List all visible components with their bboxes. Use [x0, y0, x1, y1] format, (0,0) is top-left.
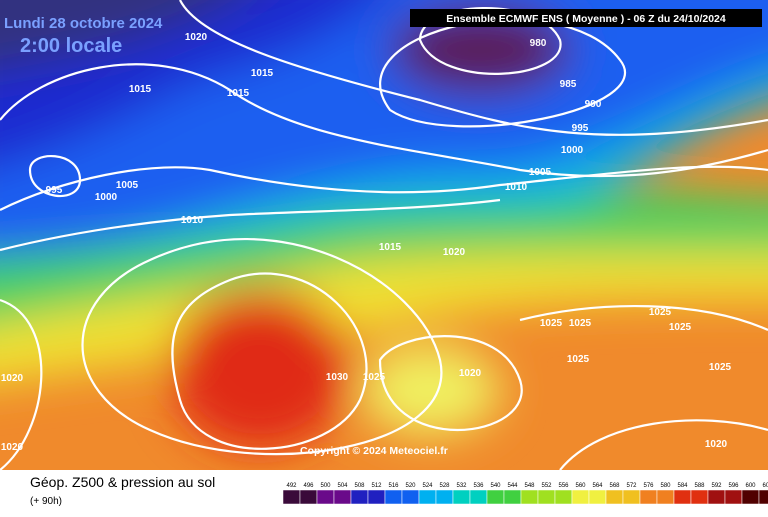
footer-title: Géop. Z500 & pression au sol	[30, 474, 215, 490]
scale-label: 528	[439, 483, 450, 489]
scale-swatch	[435, 489, 454, 505]
scale-label: 492	[286, 483, 297, 489]
scale-label: 536	[473, 483, 484, 489]
isobar-label: 1020	[705, 439, 728, 450]
scale-swatch	[673, 489, 692, 505]
scale-label: 596	[728, 483, 739, 489]
scale-label: 580	[660, 483, 671, 489]
scale-label: 516	[388, 483, 399, 489]
model-info: Ensemble ECMWF ENS ( Moyenne ) - 06 Z du…	[446, 13, 726, 25]
scale-swatch	[282, 489, 301, 505]
scale-label: 552	[541, 483, 552, 489]
isobar-label: 990	[585, 99, 602, 110]
scale-label: 504	[337, 483, 348, 489]
scale-swatch	[741, 489, 760, 505]
scale-label: 584	[677, 483, 688, 489]
isobar-label: 1025	[569, 318, 592, 329]
isobar-label: 1005	[116, 180, 139, 191]
scale-label: 600	[745, 483, 756, 489]
scale-swatch	[554, 489, 573, 505]
scale-swatch	[571, 489, 590, 505]
color-scale: 492 496 500 504 508 512 516 520 524 528 532 536 540 5…	[282, 483, 768, 505]
scale-label: 588	[694, 483, 705, 489]
isobar-label: 1005	[529, 167, 552, 178]
isobar-label: 1010	[181, 215, 204, 226]
scale-swatch	[384, 489, 403, 505]
isobar-label: 1025	[669, 322, 692, 333]
scale-swatch	[469, 489, 488, 505]
isobar-label: 1020	[1, 373, 24, 384]
isobar-label: 1015	[379, 242, 402, 253]
isobar-label: 1015	[129, 84, 152, 95]
scale-swatch	[367, 489, 386, 505]
scale-label: 592	[711, 483, 722, 489]
map-background	[0, 0, 768, 470]
scale-swatch	[452, 489, 471, 505]
isobar-label: 1010	[505, 182, 528, 193]
isobar-label: 1025	[567, 354, 590, 365]
scale-label: 500	[320, 483, 331, 489]
map-date: Lundi 28 octobre 2024	[4, 15, 163, 32]
isobar-label: 980	[530, 38, 547, 49]
scale-label: 576	[643, 483, 654, 489]
isobar-label: 985	[560, 79, 577, 90]
isobar-label: 1020	[443, 247, 466, 258]
scale-swatch	[418, 489, 437, 505]
scale-swatch	[333, 489, 352, 505]
scale-swatch	[707, 489, 726, 505]
isobar-label: 1020	[1, 442, 24, 453]
isobar-label: 1000	[95, 192, 118, 203]
scale-swatch	[503, 489, 522, 505]
scale-label: 604	[762, 483, 768, 489]
scale-label: 564	[592, 483, 603, 489]
scale-swatch	[605, 489, 624, 505]
map-time: 2:00 locale	[20, 35, 122, 57]
scale-swatch	[299, 489, 318, 505]
copyright: Copyright © 2024 Meteociel.fr	[300, 445, 448, 457]
scale-label: 520	[405, 483, 416, 489]
scale-swatch	[656, 489, 675, 505]
scale-swatch	[758, 489, 768, 505]
scale-swatch	[520, 489, 539, 505]
scale-label: 556	[558, 483, 569, 489]
scale-label: 568	[609, 483, 620, 489]
isobar-label: 1025	[649, 307, 672, 318]
scale-swatch	[401, 489, 420, 505]
scale-label: 560	[575, 483, 586, 489]
isobar-label: 1015	[227, 88, 250, 99]
isobar-label: 995	[572, 123, 589, 134]
isobar-label: 1000	[561, 145, 584, 156]
scale-swatch	[690, 489, 709, 505]
scale-swatch	[639, 489, 658, 505]
scale-swatch	[622, 489, 641, 505]
scale-swatch	[316, 489, 335, 505]
scale-swatch	[350, 489, 369, 505]
scale-swatch	[724, 489, 743, 505]
scale-label: 548	[524, 483, 535, 489]
scale-label: 496	[303, 483, 314, 489]
scale-label: 508	[354, 483, 365, 489]
scale-label: 544	[507, 483, 518, 489]
scale-label: 540	[490, 483, 501, 489]
isobar-label: 1020	[459, 368, 482, 379]
scale-label: 524	[422, 483, 433, 489]
scale-label: 532	[456, 483, 467, 489]
scale-swatch	[537, 489, 556, 505]
isobar-label: 1025	[363, 372, 386, 383]
footer-lead: (+ 90h)	[30, 496, 62, 507]
scale-swatch	[486, 489, 505, 505]
scale-label: 512	[371, 483, 382, 489]
isobar-label: 1025	[709, 362, 732, 373]
scale-swatch	[588, 489, 607, 505]
isobar-label: 1030	[326, 372, 349, 383]
isobar-label: 1025	[540, 318, 563, 329]
isobar-label: 1015	[251, 68, 274, 79]
isobar-label: 995	[46, 185, 63, 196]
scale-label: 572	[626, 483, 637, 489]
isobar-label: 1020	[185, 32, 208, 43]
